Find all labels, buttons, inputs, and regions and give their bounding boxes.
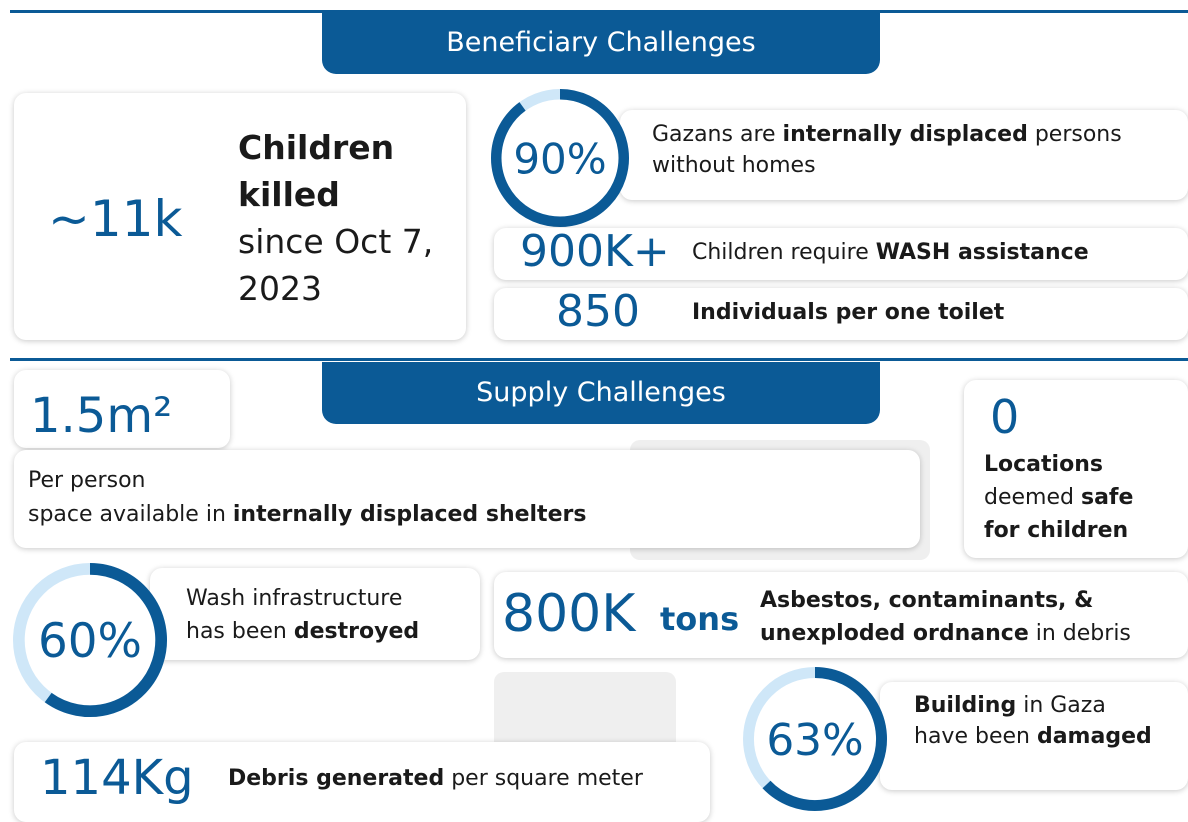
card — [964, 380, 1188, 558]
stat-text: Asbestos, contaminants, & unexploded ordn… — [760, 584, 1131, 650]
card — [494, 228, 1188, 280]
ring-chart: 60% — [12, 562, 168, 718]
divider — [10, 358, 1188, 361]
stat-text: Children killed since Oct 7, 2023 — [238, 124, 438, 312]
text: Debris generated — [228, 766, 445, 791]
stat-text: Locations deemed safe for children — [984, 448, 1133, 547]
text: damaged — [1036, 724, 1152, 749]
stat-text: Wash infrastructure has been destroyed — [186, 582, 419, 648]
card — [620, 110, 1188, 200]
figure: 1.5m² — [30, 388, 173, 444]
text: since Oct 7, 2023 — [238, 222, 434, 308]
text: Asbestos, contaminants, & — [760, 588, 1094, 613]
text: per square meter — [444, 766, 643, 791]
ring-chart: 90% — [491, 89, 629, 227]
ring-label: 90% — [513, 134, 606, 183]
card — [14, 93, 466, 340]
card — [880, 682, 1188, 790]
figure: 800K — [502, 584, 636, 644]
section-title: Supply Challenges — [322, 362, 880, 424]
text: unexploded ordnance — [760, 621, 1029, 646]
text: destroyed — [293, 619, 420, 644]
text: Per person — [28, 468, 146, 493]
stat-text: Individuals per one toilet — [692, 300, 1005, 325]
figure: 900K+ — [520, 226, 670, 277]
figure: 0 — [990, 390, 1020, 444]
ring-label: 60% — [38, 615, 142, 669]
ring-arc — [44, 563, 167, 717]
card — [494, 288, 1188, 340]
card — [150, 568, 480, 660]
text: safe — [1080, 485, 1134, 510]
figure: ~11k — [48, 190, 183, 248]
text: Children require — [692, 240, 876, 265]
card — [14, 742, 710, 822]
card — [494, 572, 1188, 658]
text: for children — [984, 518, 1129, 543]
text: space available in — [28, 502, 233, 527]
text: internally displaced — [782, 122, 1028, 147]
stat-text: Building in Gaza have been damaged — [914, 690, 1154, 752]
ring-arc — [762, 667, 887, 811]
text: WASH assistance — [875, 240, 1089, 265]
ring-label: 63% — [766, 715, 863, 766]
text: Children killed — [238, 128, 395, 214]
divider — [10, 10, 1188, 13]
ring-chart: 63% — [742, 666, 888, 812]
text: Wash infrastructure — [186, 586, 403, 611]
text: Locations — [984, 452, 1103, 477]
text: internally displaced shelters — [232, 502, 587, 527]
ring-arc — [491, 89, 629, 227]
stat-text: Children require WASH assistance — [692, 238, 1089, 269]
text: Gazans are — [652, 122, 783, 147]
unit: tons — [660, 600, 740, 638]
figure: 114Kg — [40, 750, 194, 806]
text: deemed — [984, 485, 1081, 510]
text: in debris — [1028, 621, 1131, 646]
text: in Gaza have been — [914, 693, 1106, 749]
card — [14, 450, 920, 548]
stat-text: Debris generated per square meter — [228, 764, 643, 795]
stat-text: Gazans are internally displaced persons … — [652, 120, 1182, 182]
text: has been — [186, 619, 294, 644]
text: Building — [914, 693, 1017, 718]
section-title: Beneficiary Challenges — [322, 12, 880, 74]
card — [14, 370, 230, 448]
figure: 850 — [556, 286, 640, 337]
text: persons without homes — [652, 122, 1122, 178]
stat-text: Per person space available in internally … — [28, 464, 586, 532]
